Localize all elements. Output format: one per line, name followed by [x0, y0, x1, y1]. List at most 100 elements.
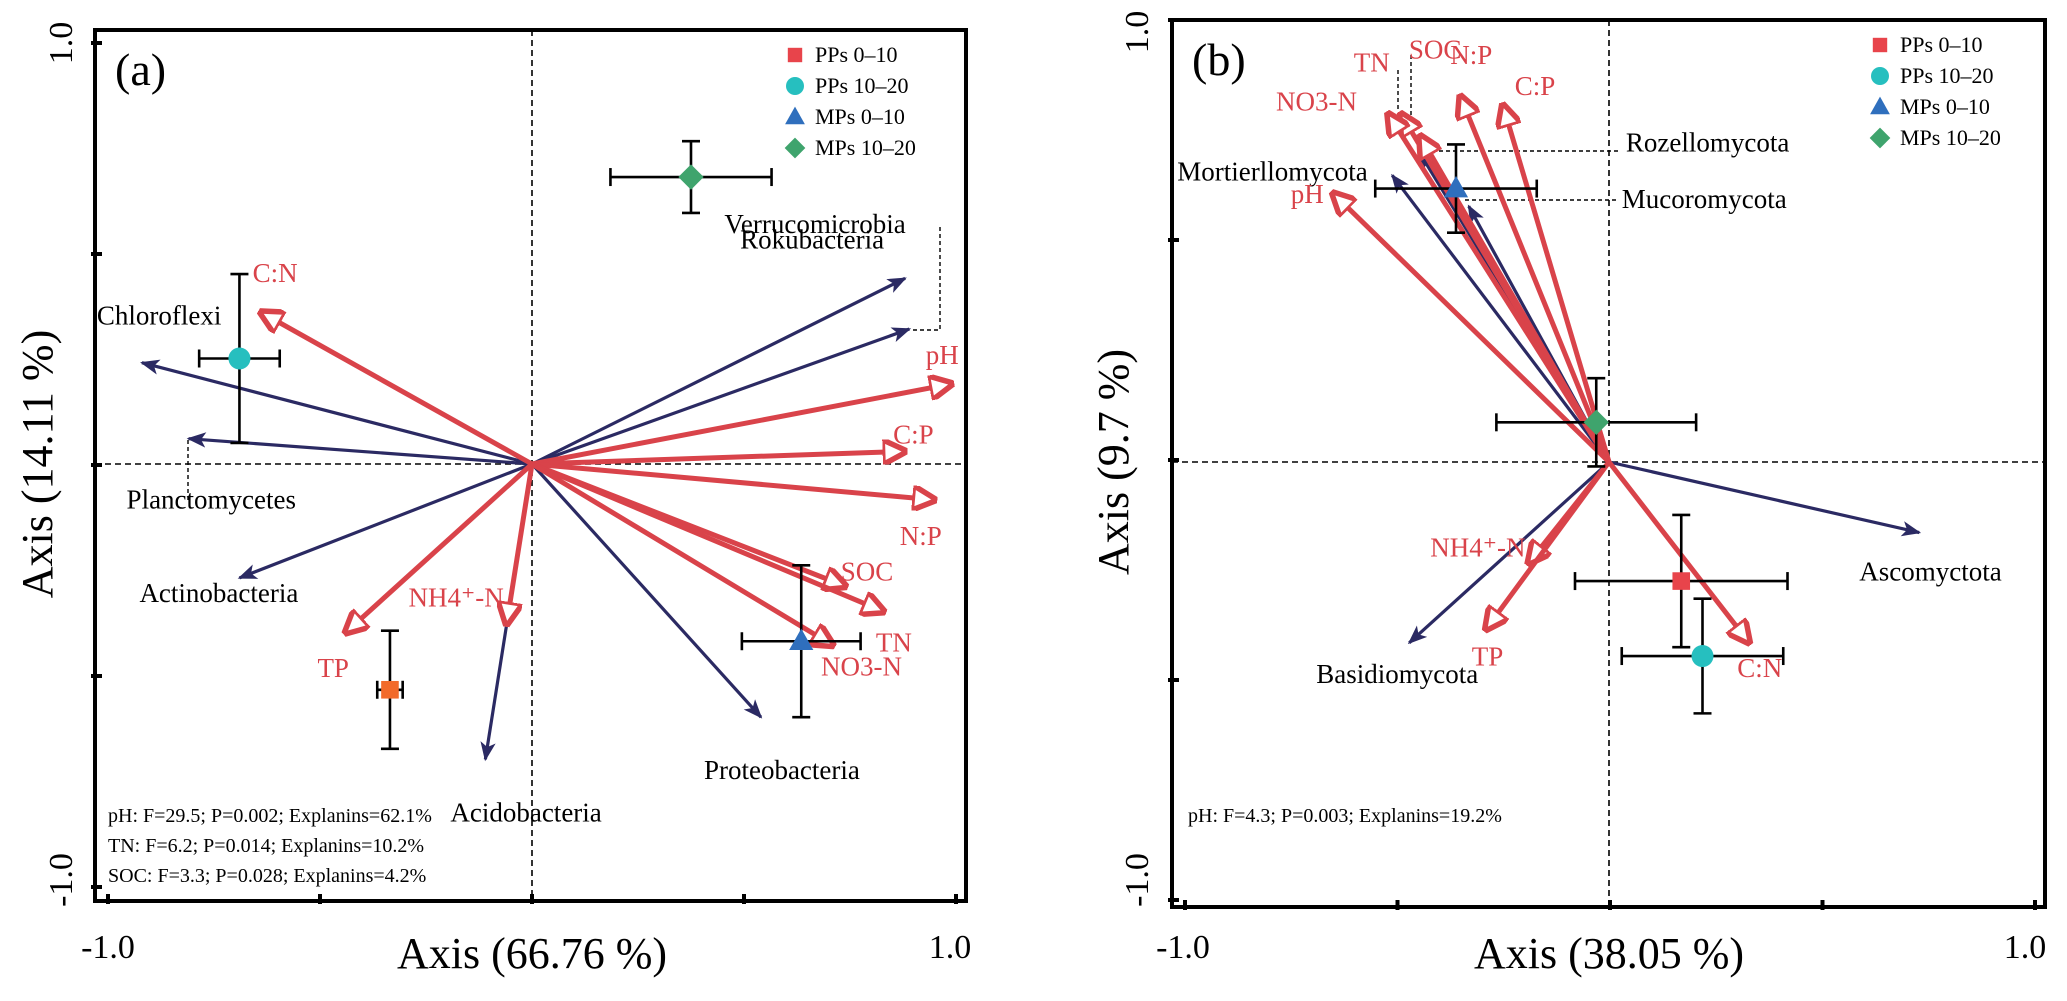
- taxa-label-chloroflexi: Chloroflexi: [97, 301, 221, 331]
- legend-marker-diamond: [1869, 127, 1891, 149]
- sample-point-mps-10-20: [609, 139, 773, 215]
- sample-point-mps-0-10: [1373, 143, 1539, 234]
- marker-circle: [228, 347, 251, 370]
- y-axis-title: Axis (14.11 %): [13, 330, 62, 598]
- legend-marker-triangle: [785, 106, 805, 125]
- env-arrow-n-p: [531, 461, 935, 500]
- legend-marker-circle: [1871, 67, 1889, 85]
- panel-label: (b): [1192, 34, 1246, 85]
- marker-circle: [1691, 645, 1714, 668]
- legend-label: PPs 10–20: [1900, 63, 1994, 88]
- env-arrow-c-p: [531, 451, 905, 467]
- taxa-label-ascomyctota: Ascomyctota: [1859, 557, 2001, 587]
- leader-line-verrucomicrobia: [913, 225, 941, 331]
- legend-label: PPs 0–10: [815, 42, 898, 67]
- legend-label: MPs 10–20: [1900, 125, 2001, 150]
- taxa-arrow-ascomyctota: [1608, 460, 1922, 537]
- taxa-label-verrucomicrobia: Verrucomicrobia: [724, 209, 905, 239]
- marker-triangle: [789, 628, 814, 651]
- env-arrow-ph: [531, 384, 952, 467]
- env-arrow-c-p: [1503, 105, 1612, 463]
- env-label-soc: SOC: [841, 556, 894, 586]
- taxa-arrow-proteobacteria: [530, 462, 763, 719]
- stat-annotation-3: SOC: F=3.3; P=0.028; Explanins=4.2%: [108, 865, 426, 887]
- env-arrow-n-p: [1460, 96, 1612, 463]
- x-axis-title: Axis (38.05 %): [1474, 929, 1744, 978]
- legend: PPs 0–10 PPs 10–20 MPs 0–10 MPs 10–20: [784, 42, 916, 160]
- taxa-arrow-rokubacteria: [531, 276, 907, 466]
- legend-label: MPs 0–10: [1900, 94, 1990, 119]
- taxa-label-basidiomycota: Basidiomycota: [1316, 659, 1478, 689]
- legend-item-mps-10-20: MPs 10–20: [1869, 125, 2001, 150]
- sample-point-pps-10-20: [197, 272, 282, 445]
- legend-item-mps-0-10: MPs 0–10: [1870, 94, 1990, 119]
- legend-label: PPs 0–10: [1900, 32, 1983, 57]
- legend: PPs 0–10 PPs 10–20 MPs 0–10 MPs 10–20: [1869, 32, 2001, 150]
- legend-label: PPs 10–20: [815, 73, 909, 98]
- env-label-tn: TN: [876, 628, 912, 658]
- sample-point-pps-0-10: [375, 629, 404, 751]
- env-arrow-ph: [1333, 193, 1611, 464]
- taxa-arrow-verrucomicrobia: [531, 327, 912, 466]
- sample-point-pps-10-20: [1620, 597, 1785, 715]
- env-label-n-p: N:P: [900, 521, 942, 551]
- x-tick-label-min: -1.0: [81, 929, 135, 966]
- stat-annotation-1: pH: F=29.5; P=0.002; Explanins=62.1%: [108, 805, 432, 827]
- env-arrow-no3-n: [1388, 114, 1612, 464]
- legend-item-pps-0-10: PPs 0–10: [1872, 32, 1983, 57]
- env-label-tn: TN: [1354, 48, 1390, 78]
- legend-marker-diamond: [784, 137, 806, 159]
- env-arrow-tn: [531, 461, 884, 612]
- stat-annotation-2: TN: F=6.2; P=0.014; Explanins=10.2%: [108, 835, 424, 857]
- legend-marker-square: [1872, 37, 1888, 53]
- env-label-nh4plus-n: NH4⁺-N: [409, 582, 504, 612]
- env-label-c-p: C:P: [1515, 71, 1556, 101]
- legend-label: MPs 0–10: [815, 104, 905, 129]
- marker-diamond: [678, 164, 704, 190]
- env-label-c-p: C:P: [893, 419, 934, 449]
- env-label-n-p: N:P: [1450, 40, 1492, 70]
- sample-point-pps-0-10: [1573, 513, 1789, 649]
- taxa-label-rozellomycota: Rozellomycota: [1626, 127, 1789, 157]
- legend-item-pps-0-10: PPs 0–10: [787, 42, 898, 67]
- taxa-arrow-actinobacteria: [237, 462, 533, 580]
- env-label-no3-n: NO3-N: [1276, 87, 1357, 117]
- taxa-label-proteobacteria: Proteobacteria: [704, 755, 860, 785]
- panel-a: Chloroflexi Planctomycetes Actinobacteria A…: [13, 22, 971, 978]
- x-tick-label-max: 1.0: [2004, 929, 2047, 966]
- env-label-tp: TP: [317, 653, 349, 683]
- taxa-arrow-mortierllomycota: [1390, 173, 1611, 463]
- x-axis-title: Axis (66.76 %): [397, 929, 667, 978]
- legend-item-pps-10-20: PPs 10–20: [1871, 63, 1994, 88]
- env-label-c-n: C:N: [1737, 653, 1782, 683]
- marker-triangle: [1443, 175, 1469, 198]
- env-label-no3-n: NO3-N: [821, 651, 902, 681]
- marker-square: [1672, 572, 1691, 590]
- taxa-label-planctomycetes: Planctomycetes: [127, 485, 296, 515]
- taxa-label-actinobacteria: Actinobacteria: [139, 578, 298, 608]
- y-tick-label-min: -1.0: [1119, 853, 1156, 907]
- taxa-arrow-chloroflexi: [140, 359, 533, 466]
- taxa-label-acidobacteria: Acidobacteria: [450, 797, 601, 827]
- env-arrow-c-n: [1607, 460, 1749, 643]
- taxa-label-mucoromycota: Mucoromycota: [1622, 184, 1787, 214]
- legend-marker-circle: [786, 77, 804, 95]
- y-tick-label-max: 1.0: [43, 22, 80, 65]
- taxa-label-mortierllomycota: Mortierllomycota: [1177, 156, 1367, 186]
- legend-marker-square: [787, 47, 803, 63]
- y-axis-title: Axis (9.7 %): [1089, 349, 1138, 575]
- x-tick-label-min: -1.0: [1156, 929, 1210, 966]
- env-arrow-nh4plus-n: [507, 463, 535, 624]
- marker-square: [381, 680, 399, 699]
- taxa-label-rokubacteria: Rokubacteria: [740, 224, 884, 254]
- env-arrow-no3-n: [530, 461, 833, 645]
- sample-point-mps-0-10: [740, 563, 862, 719]
- stat-annotation-1: pH: F=4.3; P=0.003; Explanins=19.2%: [1188, 805, 1502, 827]
- legend-marker-triangle: [1870, 96, 1890, 115]
- env-arrow-c-n: [261, 312, 534, 467]
- env-arrow-tp: [1486, 460, 1612, 630]
- sample-point-mps-10-20: [1495, 376, 1698, 468]
- env-label-nh4plus-n: NH4⁺-N: [1430, 532, 1525, 562]
